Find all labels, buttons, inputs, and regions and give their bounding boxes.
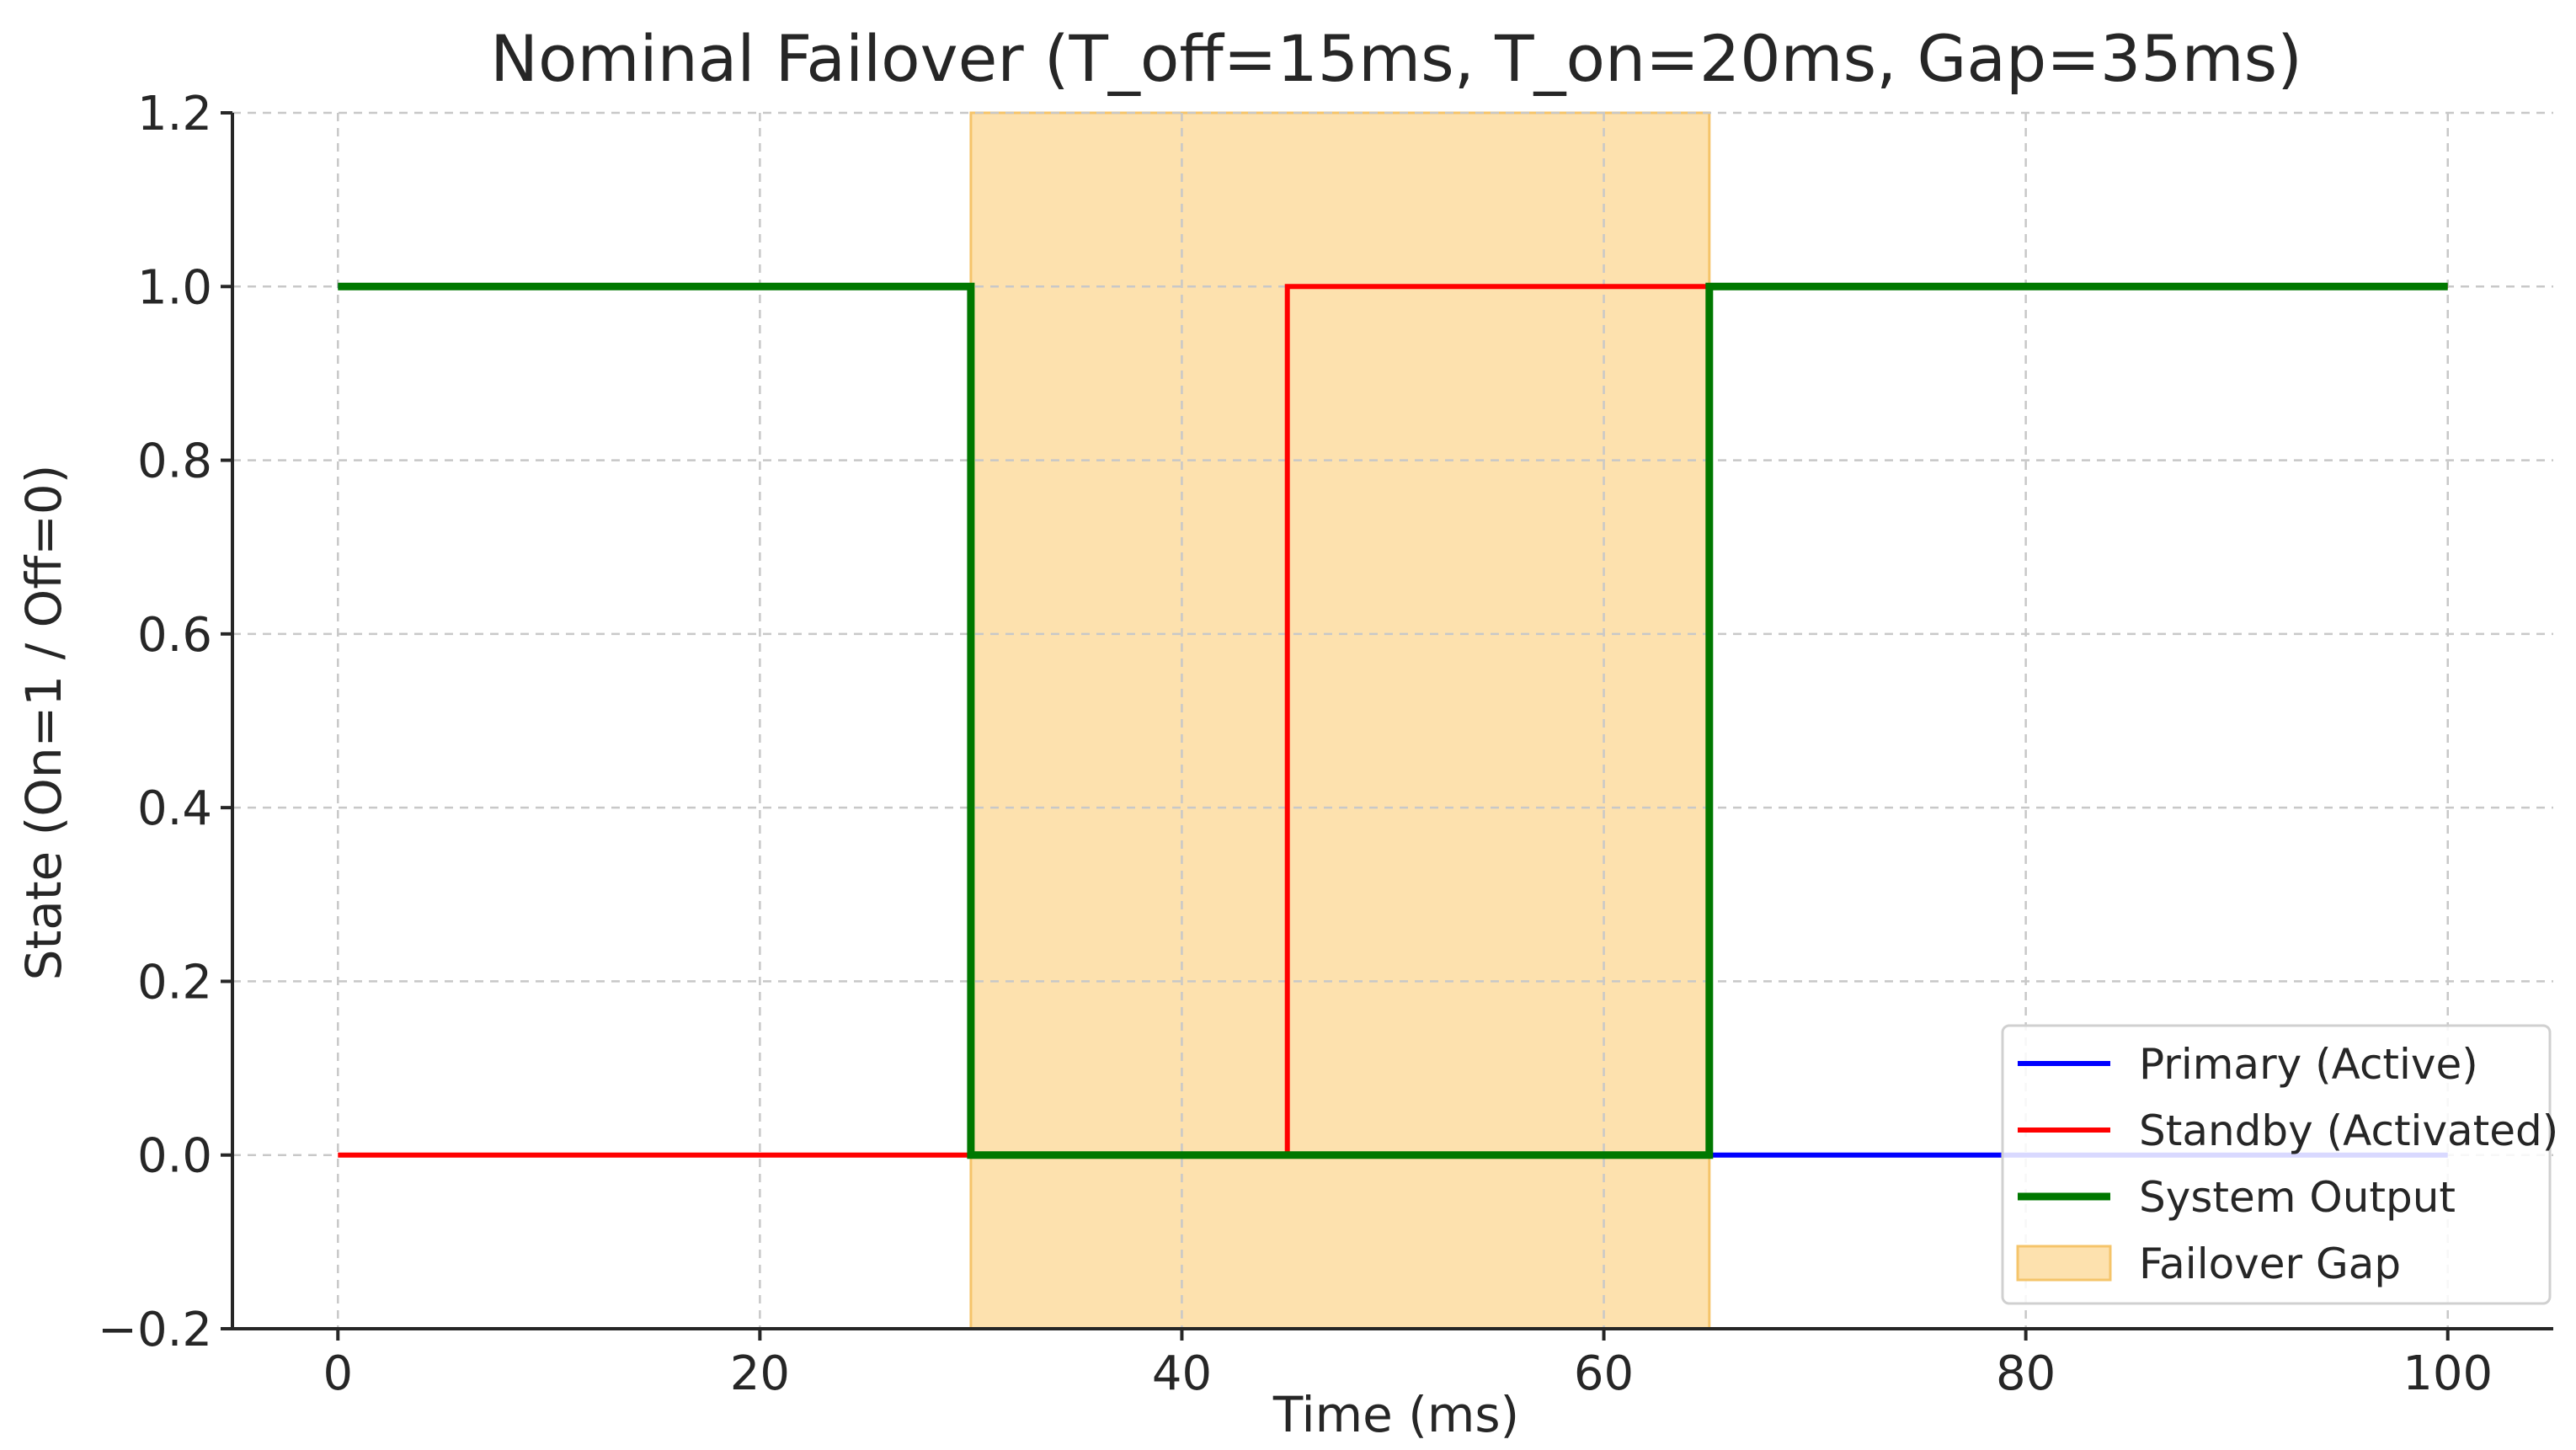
legend-swatch-failover-gap bbox=[2016, 1245, 2112, 1282]
x-tick-label: 60 bbox=[1574, 1346, 1634, 1401]
y-tick-label: 1.0 bbox=[137, 260, 212, 315]
failover-gap-region bbox=[969, 111, 1711, 1330]
x-tick-label: 0 bbox=[323, 1346, 353, 1401]
legend-label-standby-activated: Standby (Activated) bbox=[2139, 1106, 2558, 1155]
shaded-regions bbox=[969, 111, 1711, 1330]
y-tick-label: 0.4 bbox=[137, 781, 212, 836]
x-tick-label: 20 bbox=[730, 1346, 790, 1401]
x-tick-label: 100 bbox=[2403, 1346, 2493, 1401]
y-tick-label: 0.8 bbox=[137, 434, 212, 489]
axes bbox=[231, 113, 2553, 1330]
y-tick-label: 0.6 bbox=[137, 608, 212, 663]
y-tick-label: 0.2 bbox=[137, 955, 212, 1010]
legend-label-primary-active: Primary (Active) bbox=[2139, 1040, 2478, 1089]
y-tick-label: −0.2 bbox=[98, 1303, 212, 1357]
series-line-system-output bbox=[338, 282, 2448, 1159]
legend-box bbox=[2001, 1024, 2552, 1305]
y-tick-label: 1.2 bbox=[137, 87, 212, 141]
x-axis-label: Time (ms) bbox=[1272, 1386, 1519, 1443]
x-tick-label: 80 bbox=[1996, 1346, 2056, 1401]
series-lines bbox=[338, 282, 2448, 1159]
legend-label-failover-gap: Failover Gap bbox=[2139, 1239, 2401, 1288]
x-tick-label: 40 bbox=[1152, 1346, 1212, 1401]
tick-labels: 0 20 40 60 80 100 −0.2 0.0 0.2 0.4 0.6 0.8 1.0 1.2 bbox=[98, 87, 2493, 1401]
legend-label-system-output: System Output bbox=[2139, 1173, 2456, 1222]
legend: Primary (Active) Standby (Activated) Syste… bbox=[2001, 1024, 2558, 1305]
y-tick-label: 0.0 bbox=[137, 1129, 212, 1184]
chart-title: Nominal Failover (T_off=15ms, T_on=20ms,… bbox=[490, 21, 2302, 96]
y-axis-label: State (On=1 / Off=0) bbox=[15, 465, 72, 981]
